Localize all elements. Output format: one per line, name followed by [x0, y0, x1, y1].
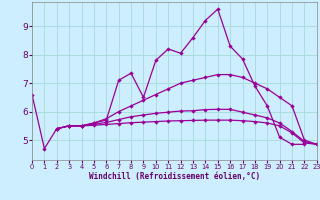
- X-axis label: Windchill (Refroidissement éolien,°C): Windchill (Refroidissement éolien,°C): [89, 172, 260, 181]
